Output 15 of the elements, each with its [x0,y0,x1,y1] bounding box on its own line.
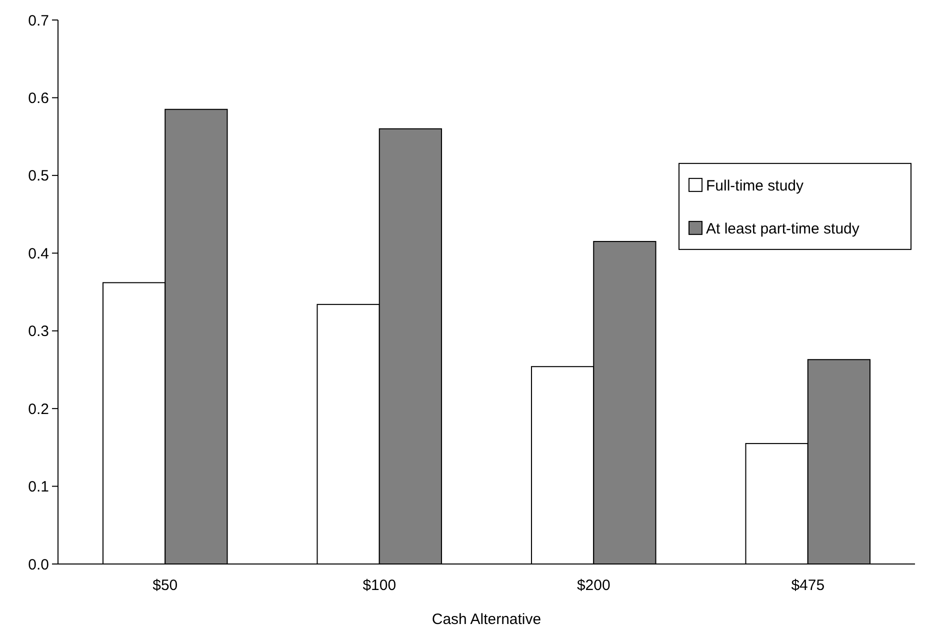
y-tick-label: 0.4 [28,245,49,262]
y-tick-label: 0.0 [28,556,49,574]
x-tick-label: $100 [362,577,396,594]
x-tick-label: $200 [576,577,610,594]
y-tick-label: 0.7 [28,12,49,30]
legend-label: At least part-time study [706,220,860,238]
x-tick-label: $475 [791,577,825,594]
y-tick-label: 0.3 [28,323,49,340]
y-tick-label: 0.1 [28,478,49,496]
legend-label: Full-time study [706,178,804,195]
y-tick-label: 0.5 [28,168,49,185]
x-tick-label: $50 [152,577,178,594]
x-axis-title: Cash Alternative [432,611,542,628]
y-tick-label: 0.2 [28,400,49,418]
y-tick-label: 0.6 [28,90,49,107]
